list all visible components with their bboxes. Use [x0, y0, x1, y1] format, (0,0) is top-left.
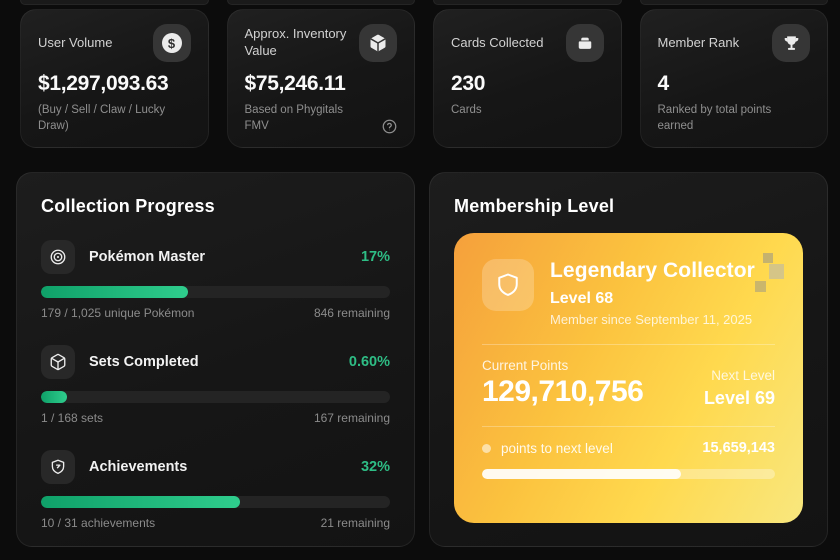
progress-bar-fill: [41, 391, 68, 403]
wallet-icon: [565, 24, 604, 62]
stat-subtext: Ranked by total points earned: [657, 104, 772, 133]
stat-subtext: Cards: [451, 104, 482, 116]
membership-level-panel: Membership Level Legendary Collector Lev…: [429, 172, 828, 547]
progress-remaining: 167 remaining: [313, 411, 390, 425]
cutoff-previous-row: [20, 0, 828, 5]
stat-label: Cards Collected: [451, 34, 544, 50]
shield-icon: [41, 450, 75, 484]
progress-percent: 32%: [360, 459, 390, 475]
points-to-next-value: 15,659,143: [702, 440, 775, 456]
progress-bar: [41, 496, 390, 508]
shield-icon: [482, 259, 534, 311]
target-icon: [41, 240, 75, 274]
member-since: Member since September 11, 2025: [550, 312, 753, 327]
progress-label: Sets Completed: [89, 354, 199, 370]
stat-card-member-rank: Member Rank 4 Ranked by total points ear…: [639, 9, 828, 148]
progress-percent: 17%: [360, 249, 390, 265]
panels-row: Collection Progress Pokémon Master 17%: [16, 172, 828, 547]
package-icon: [359, 24, 397, 62]
cube-icon: [41, 345, 75, 379]
membership-tier: Legendary Collector: [550, 259, 755, 282]
panel-title: Membership Level: [454, 196, 615, 216]
progress-bar: [41, 391, 390, 403]
cutoff-card-bottom: [639, 0, 828, 5]
stat-label: Member Rank: [657, 34, 740, 50]
progress-row-pokemon-master: Pokémon Master 17% 179 / 1,025 unique Po…: [41, 240, 390, 320]
stat-value: $1,297,093.63: [38, 72, 169, 95]
panel-title: Collection Progress: [41, 196, 215, 216]
stat-card-cards-collected: Cards Collected 230 Cards: [433, 9, 622, 148]
help-circle-icon[interactable]: [382, 119, 397, 134]
stat-label: Approx. Inventory Value: [244, 26, 347, 58]
progress-label: Pokémon Master: [89, 249, 206, 265]
trophy-icon: [772, 24, 810, 62]
collection-progress-panel: Collection Progress Pokémon Master 17%: [16, 172, 415, 547]
dollar-icon: $: [152, 24, 191, 62]
membership-card: Legendary Collector Level 68 Member sinc…: [454, 233, 803, 523]
bullet-dot-icon: [482, 443, 491, 453]
progress-bar-fill: [41, 496, 240, 508]
progress-remaining: 846 remaining: [313, 306, 390, 320]
stat-value: $75,246.11: [244, 72, 346, 95]
current-points-label: Current Points: [482, 358, 569, 373]
stat-value: 4: [657, 72, 670, 95]
cutoff-card-bottom: [433, 0, 622, 5]
progress-row-achievements: Achievements 32% 10 / 31 achievements 21…: [41, 450, 390, 530]
progress-bar: [41, 286, 390, 298]
divider: [482, 426, 775, 427]
points-to-next-label: points to next level: [501, 440, 613, 456]
progress-detail: 179 / 1,025 unique Pokémon: [41, 306, 195, 320]
progress-label: Achievements: [89, 459, 188, 475]
stat-card-user-volume: User Volume $ $1,297,093.63 (Buy / Sell …: [20, 9, 209, 148]
cutoff-card-bottom: [20, 0, 209, 5]
stat-value: 230: [451, 72, 486, 95]
cutoff-card-bottom: [226, 0, 415, 5]
next-level-label: Next Level: [711, 368, 775, 383]
membership-level: Level 68: [550, 290, 614, 307]
stats-row: User Volume $ $1,297,093.63 (Buy / Sell …: [20, 9, 828, 148]
current-points-value: 129,710,756: [482, 375, 644, 408]
progress-percent: 0.60%: [348, 354, 390, 370]
divider: [482, 344, 775, 345]
stat-label: User Volume: [38, 34, 113, 50]
stat-subtext: (Buy / Sell / Claw / Lucky Draw): [38, 104, 166, 133]
pixel-sparkle-decoration: [749, 253, 787, 297]
stat-subtext: Based on Phygitals FMV: [244, 104, 343, 133]
next-level-value: Level 69: [703, 388, 775, 408]
progress-bar-fill: [41, 286, 188, 298]
progress-detail: 10 / 31 achievements: [41, 516, 156, 530]
progress-remaining: 21 remaining: [320, 516, 390, 530]
progress-row-sets-completed: Sets Completed 0.60% 1 / 168 sets 167 re…: [41, 345, 390, 425]
level-progress-bar: [482, 469, 775, 479]
level-progress-fill: [482, 469, 682, 479]
progress-detail: 1 / 168 sets: [41, 411, 104, 425]
stat-card-inventory-value: Approx. Inventory Value $75,246.11 Based…: [226, 9, 415, 148]
